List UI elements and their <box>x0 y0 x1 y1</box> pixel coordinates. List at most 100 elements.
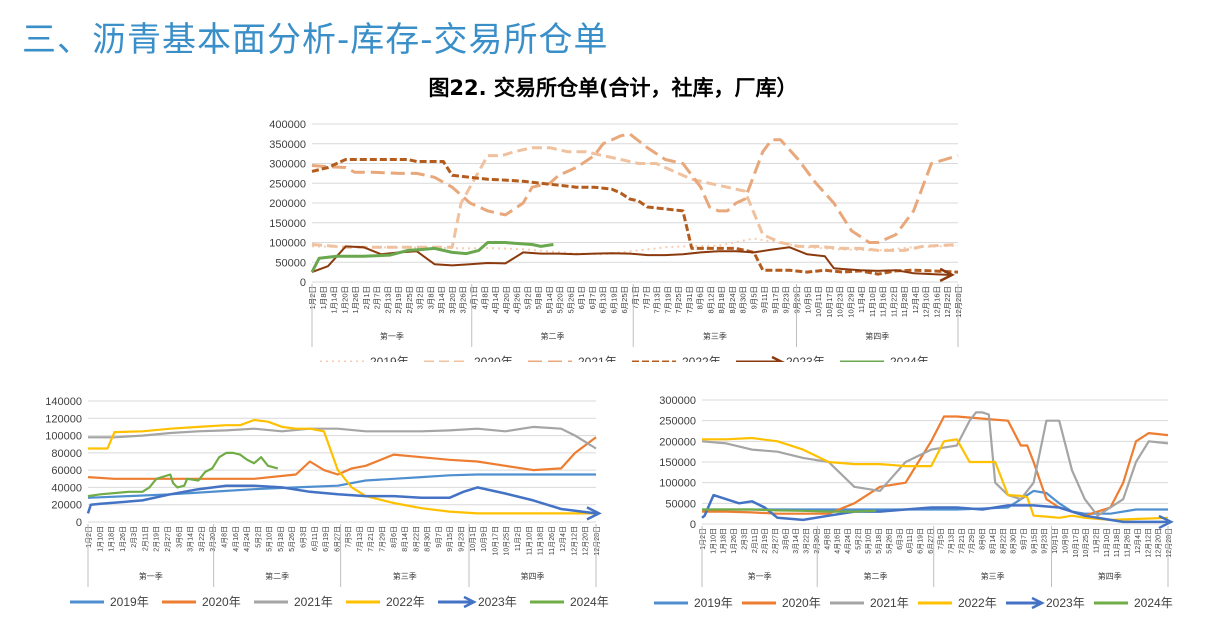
x-tick-label: 3月14日 <box>437 286 446 314</box>
series-line-2023年 <box>86 484 597 515</box>
x-tick-label: 8月14日 <box>989 528 997 554</box>
x-tick-label: 10月1日 <box>1051 528 1059 554</box>
x-tick-label: 1月10日 <box>96 526 104 552</box>
x-tick-label: 1月14日 <box>330 286 339 314</box>
series-line-2019年 <box>311 237 959 256</box>
season-label: 第三季 <box>393 571 417 581</box>
y-tick-label: 150000 <box>659 457 696 469</box>
x-tick-label: 9月5日 <box>749 286 758 309</box>
y-tick-label: 250000 <box>659 416 696 428</box>
figure-title: 图22. 交易所仓单(合计，社库，厂库） <box>428 76 798 100</box>
x-tick-label: 6月11日 <box>311 526 319 551</box>
x-tick-label: 1月18日 <box>108 526 116 552</box>
x-tick-label: 7月21日 <box>958 528 966 554</box>
y-tick-label: 0 <box>690 519 696 531</box>
x-tick-label: 11月26日 <box>548 526 556 555</box>
x-tick-label: 4月24日 <box>844 528 852 554</box>
x-tick-label: 5月26日 <box>885 528 893 554</box>
series-line-2020年 <box>87 436 597 480</box>
legend-label: 2021年 <box>294 595 333 609</box>
x-tick-label: 1月20日 <box>340 286 349 314</box>
x-tick-label: 12月4日 <box>911 286 920 314</box>
season-label: 第一季 <box>139 571 163 581</box>
x-tick-label: 3月14日 <box>187 526 195 552</box>
season-label: 第三季 <box>703 331 727 341</box>
legend-label: 2022年 <box>682 355 721 362</box>
x-tick-label: 11月16日 <box>879 286 888 317</box>
x-tick-label: 10月25日 <box>1082 528 1090 558</box>
x-tick-label: 9月23日 <box>782 286 791 314</box>
x-tick-label: 6月27日 <box>927 528 935 554</box>
y-tick-label: 300000 <box>269 159 306 171</box>
x-tick-label: 11月2日 <box>1093 528 1101 553</box>
x-tick-label: 4月1日 <box>470 286 479 309</box>
chart-total: 0 50000 100000 150000 200000 250000 300000 3500… <box>269 119 962 362</box>
chart-factory: 0 50000 100000 150000 200000 250000 300000 1月2日… <box>654 395 1174 610</box>
x-tick-label: 2月13日 <box>383 286 392 314</box>
x-tick-label: 8月30日 <box>739 286 748 314</box>
x-tick-label: 3月14日 <box>792 528 800 554</box>
x-tick-label: 10月29日 <box>846 286 855 318</box>
x-tick-label: 7月1日 <box>631 286 640 309</box>
y-tick-label: 40000 <box>51 482 82 494</box>
series-line-2024年 <box>310 241 554 273</box>
x-tick-label: 1月26日 <box>730 528 738 554</box>
x-tick-label: 2月19日 <box>153 526 161 552</box>
x-tick-label: 6月27日 <box>333 526 341 552</box>
x-tick-label: 3月20日 <box>448 286 457 314</box>
x-tick-label: 11月10日 <box>525 526 533 555</box>
x-tick-label: 3月2日 <box>416 286 425 309</box>
x-tick-label: 12月4日 <box>559 526 567 552</box>
x-tick-label: 7月31日 <box>685 286 694 314</box>
series-line-2022年 <box>88 418 596 515</box>
x-tick-label: 4月8日 <box>823 528 831 550</box>
legend-label: 2020年 <box>474 355 513 362</box>
x-tick-label: 8月6日 <box>979 528 987 550</box>
y-tick-label: 250000 <box>269 178 306 190</box>
x-tick-label: 5月10日 <box>266 526 274 552</box>
legend-label: 2024年 <box>890 355 929 362</box>
x-tick-label: 11月28日 <box>900 286 909 317</box>
series-arrowhead <box>586 506 602 521</box>
x-tick-label: 4月24日 <box>243 526 251 552</box>
x-tick-label: 10月11日 <box>814 286 823 317</box>
season-label: 第四季 <box>1098 571 1122 581</box>
x-tick-label: 2月7日 <box>373 286 382 309</box>
y-tick-label: 300000 <box>659 395 696 407</box>
y-tick-label: 20000 <box>51 500 82 512</box>
series-line-2023年 <box>701 493 1168 524</box>
x-tick-label: 4月8日 <box>220 526 228 548</box>
x-tick-label: 3月26日 <box>459 286 468 314</box>
x-tick-label: 7月13日 <box>653 286 662 314</box>
legend-label: 2019年 <box>370 355 409 362</box>
x-tick-label: 7月13日 <box>948 528 956 554</box>
y-tick-label: 120000 <box>45 413 82 425</box>
x-tick-label: 10月23日 <box>836 286 845 318</box>
series-line-2022年 <box>311 158 959 276</box>
legend-label: 2023年 <box>786 355 825 362</box>
x-tick-label: 8月18日 <box>717 286 726 314</box>
series-line-2021年 <box>311 132 959 244</box>
x-tick-label: 5月20日 <box>556 286 565 314</box>
x-tick-label: 7月5日 <box>345 526 353 548</box>
x-tick-label: 10月5日 <box>803 286 812 314</box>
x-tick-label: 11月18日 <box>537 526 545 555</box>
x-tick-label: 4月16日 <box>232 526 240 552</box>
x-tick-label: 3月22日 <box>198 526 206 552</box>
season-label: 第四季 <box>865 331 889 341</box>
legend-label: 2021年 <box>870 596 909 610</box>
y-tick-label: 80000 <box>51 448 82 460</box>
x-tick-label: 3月8日 <box>426 286 435 309</box>
series-arrowhead <box>939 267 955 283</box>
x-tick-label: 10月17日 <box>1072 528 1080 558</box>
legend-label: 2020年 <box>202 595 241 609</box>
legend-label: 2023年 <box>1046 596 1085 610</box>
x-tick-label: 5月14日 <box>545 286 554 314</box>
y-tick-label: 200000 <box>269 198 306 210</box>
legend-label: 2020年 <box>782 596 821 610</box>
y-tick-label: 0 <box>300 277 306 289</box>
x-tick-label: 2月11日 <box>751 528 759 553</box>
y-tick-label: 0 <box>76 517 82 529</box>
x-tick-label: 6月3日 <box>896 528 904 550</box>
x-tick-label: 8月24日 <box>728 286 737 314</box>
